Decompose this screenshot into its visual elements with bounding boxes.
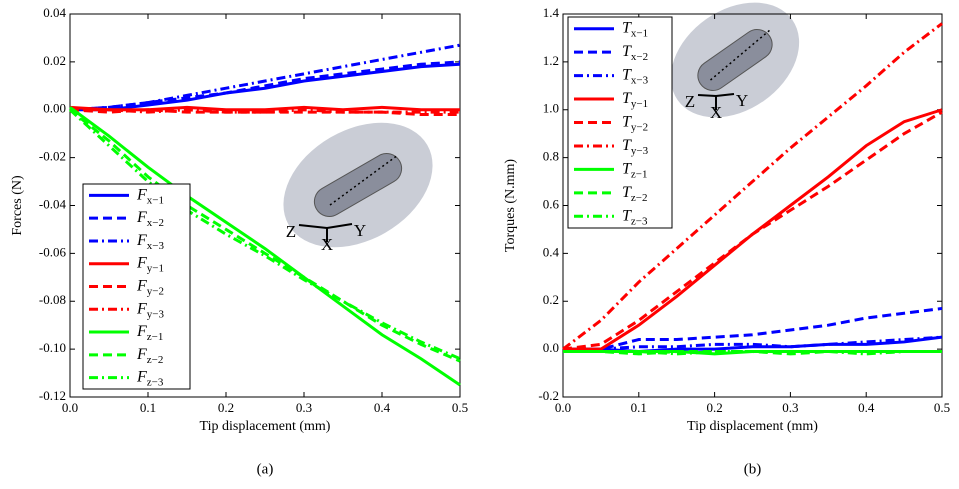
x-tick-label: 0.5 [452, 400, 468, 415]
inset-label: Y [354, 221, 366, 240]
y-tick-label: 0.04 [43, 5, 66, 20]
legend-label: Tz−3 [622, 207, 648, 227]
legend-label: Ty−1 [622, 90, 648, 110]
y-tick-label: -0.02 [39, 149, 66, 164]
series-line [563, 335, 943, 351]
legend-label: Fz−3 [136, 368, 164, 388]
legend-label: Ty−3 [622, 137, 649, 157]
y-tick-label: 0.02 [43, 53, 66, 68]
y-tick-label: -0.2 [538, 388, 559, 403]
legend-box [82, 183, 191, 390]
legend-label: Fy−3 [136, 300, 164, 320]
x-tick-label: 0.2 [706, 400, 722, 415]
x-tick-label: 0.4 [858, 400, 875, 415]
legend-label: Fz−1 [136, 323, 163, 343]
y-tick-label: 0.2 [543, 292, 559, 307]
x-tick-label: 0.5 [934, 400, 950, 415]
y-tick-label: -0.12 [39, 388, 66, 403]
inset-label: X [710, 103, 722, 122]
series-line [69, 43, 461, 112]
inset-label: Z [286, 222, 296, 241]
series-line [70, 108, 460, 114]
legend-label: Fy−1 [136, 254, 164, 274]
inset-arrow [715, 93, 735, 97]
y-tick-label: 0.8 [543, 149, 559, 164]
legend-label: Tz−1 [622, 160, 648, 180]
y-tick-label: 0.0 [543, 340, 559, 355]
y-axis-label: Forces (N) [10, 175, 25, 236]
series-line [70, 62, 461, 112]
x-tick-label: 0.1 [140, 400, 156, 415]
legend-box [567, 16, 673, 229]
x-tick-label: 0.0 [555, 400, 571, 415]
y-tick-label: 1.4 [543, 5, 560, 20]
caption: (a) [257, 461, 274, 477]
x-tick-label: 0.3 [782, 400, 798, 415]
x-axis-label: Tip displacement (mm) [200, 419, 331, 434]
y-tick-label: -0.04 [39, 196, 67, 211]
legend-label: Ty−2 [622, 113, 648, 133]
series-line [69, 108, 461, 363]
y-tick-label: 0.00 [43, 101, 66, 116]
legend-label: Tx−1 [622, 19, 648, 39]
legend-label: Tz−2 [622, 184, 648, 204]
y-tick-label: 1.2 [543, 53, 559, 68]
series-line [69, 60, 461, 112]
y-tick-label: -0.08 [39, 292, 66, 307]
legend-label: Fx−2 [136, 209, 164, 229]
x-tick-label: 0.2 [218, 400, 234, 415]
inset-label: X [321, 235, 333, 254]
legend-label: Fy−2 [136, 277, 164, 297]
legend-label: Fx−1 [136, 186, 164, 206]
series-line [563, 350, 942, 356]
x-tick-label: 0.1 [631, 400, 647, 415]
series-line [562, 22, 943, 351]
x-axis-label: Tip displacement (mm) [687, 419, 818, 434]
series-line [69, 106, 461, 387]
inset-label: Z [685, 92, 695, 111]
y-tick-label: 0.6 [543, 196, 560, 211]
y-axis-label: Torques (N.mm) [503, 159, 518, 252]
series-line [563, 350, 942, 356]
y-tick-label: 1.0 [543, 101, 559, 116]
legend-label: Fx−3 [136, 232, 164, 252]
y-tick-label: -0.10 [39, 340, 66, 355]
series-line [562, 110, 943, 351]
series-line [68, 108, 461, 361]
legend-label: Fz−2 [136, 346, 163, 366]
caption: (b) [744, 461, 762, 477]
inset-axis [329, 154, 399, 206]
x-tick-label: 0.3 [296, 400, 312, 415]
inset-arrow [697, 94, 717, 97]
legend-label: Tx−3 [622, 66, 649, 86]
x-tick-label: 0.0 [62, 400, 78, 415]
series-line [563, 306, 943, 351]
y-tick-label: 0.4 [543, 244, 560, 259]
legend-label: Tx−2 [622, 43, 648, 63]
series-line [69, 105, 460, 112]
inset-arrow [298, 224, 328, 229]
inset-label: Y [736, 91, 748, 110]
y-tick-label: -0.06 [39, 244, 67, 259]
x-tick-label: 0.4 [374, 400, 391, 415]
inset-arrow [326, 223, 353, 229]
